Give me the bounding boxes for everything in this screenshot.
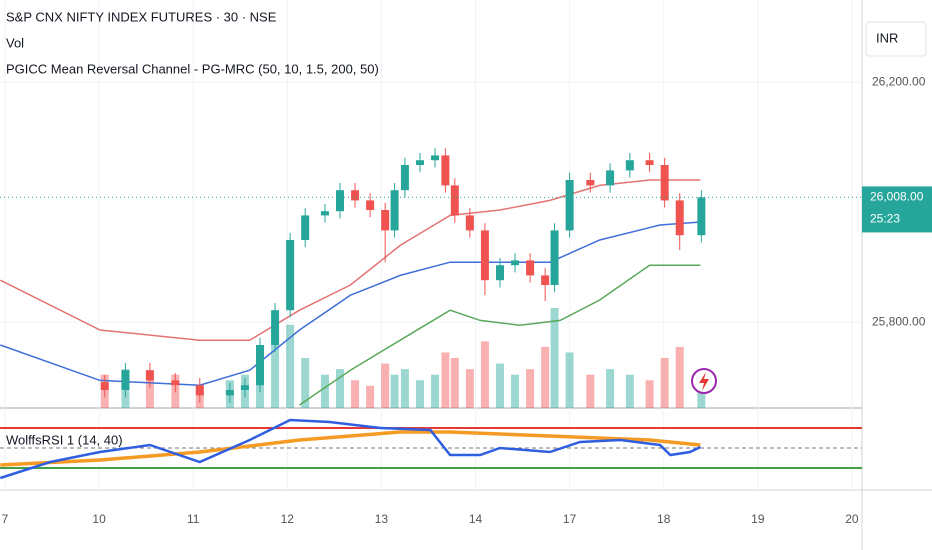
candle-body [366,200,375,210]
candle-body [145,370,154,381]
volume-bar [271,341,280,408]
y-tick-label: 26,200.00 [872,74,926,88]
candle-body [100,382,109,390]
x-tick-label: 14 [469,512,483,526]
candle-body [450,185,459,216]
volume-bar [480,341,489,408]
volume-bar [675,346,684,408]
candle-body [171,380,180,386]
candle-body [480,230,489,281]
candle-body [606,170,615,186]
candle-body [565,180,574,231]
price-scale [862,0,932,550]
volume-bar [366,385,375,408]
candle-body [195,385,204,396]
volume-bar [400,369,409,408]
candle-body [286,240,295,311]
candle-body [625,160,634,171]
volume-bar [441,352,450,408]
candle-body [495,265,504,281]
volume-bar [390,374,399,408]
volume-bar [145,380,154,408]
x-tick-label: 13 [375,512,389,526]
candle-body [441,155,450,186]
channel-line [299,264,701,406]
x-tick-label: 7 [2,512,9,526]
candle-body [550,230,559,285]
candle-body [431,155,440,161]
channel-line [0,221,701,386]
candle-body [660,165,669,201]
volume-bar [625,374,634,408]
volume-bar [511,374,520,408]
x-tick-label: 20 [845,512,859,526]
rsi-label[interactable]: WolffsRSI 1 (14, 40) [6,432,123,447]
candle-body [256,345,265,386]
x-tick-label: 12 [281,512,295,526]
candle-body [541,275,550,285]
candle-body [271,310,280,345]
volume-bar [450,358,459,408]
x-tick-label: 11 [187,512,200,526]
channel-line [0,179,701,341]
volume-bar [431,374,440,408]
candle-body [121,370,130,390]
x-tick-label: 19 [751,512,765,526]
volume-bar [286,324,295,408]
candle-body [320,211,329,216]
volume-bar [351,380,360,408]
volume-bar [541,346,550,408]
volume-bar [645,380,654,408]
candle-body [336,190,345,212]
candle-body [301,215,310,240]
volume-label[interactable]: Vol [6,35,24,50]
volume-bar [495,363,504,408]
volume-bar [697,380,706,408]
x-tick-label: 17 [563,512,577,526]
volume-bar [565,352,574,408]
candle-body [225,390,234,396]
candle-body [465,215,474,231]
plot [0,0,862,490]
currency[interactable]: INR [876,30,898,45]
candle-body [586,180,595,186]
volume-bar [586,374,595,408]
candle-body [697,197,706,236]
volume-bar [660,358,669,408]
candle-body [240,385,249,390]
x-tick-label: 18 [657,512,671,526]
x-tick-label: 10 [92,512,106,526]
volume-bar [381,363,390,408]
volume-bar [320,374,329,408]
candle-body [645,160,654,165]
volume-bar [415,380,424,408]
candle-body [511,260,520,266]
volume-bar [526,369,535,408]
volume-bar [606,369,615,408]
candle-body [390,190,399,231]
volume-bar [336,369,345,408]
indicator-label[interactable]: PGICC Mean Reversal Channel - PG-MRC (50… [6,61,379,76]
volume-bar [465,369,474,408]
bolt-icon[interactable] [691,368,717,394]
rsi-line [0,430,701,467]
last-price: 26,008.00 [870,190,924,204]
volume-bar [301,358,310,408]
countdown: 25:23 [870,212,900,226]
candle-body [415,160,424,165]
volume-bar [550,308,559,408]
y-tick-label: 25,800.00 [872,314,926,328]
symbol-title[interactable]: S&P CNX NIFTY INDEX FUTURES · 30 · NSE [6,9,277,24]
candle-body [675,200,684,236]
currency-box[interactable] [865,21,927,57]
candle-body [526,260,535,276]
candle-body [400,165,409,191]
last-price-box [862,186,932,233]
rsi-line [0,418,701,480]
candle-body [381,210,390,231]
candle-body [351,190,360,201]
